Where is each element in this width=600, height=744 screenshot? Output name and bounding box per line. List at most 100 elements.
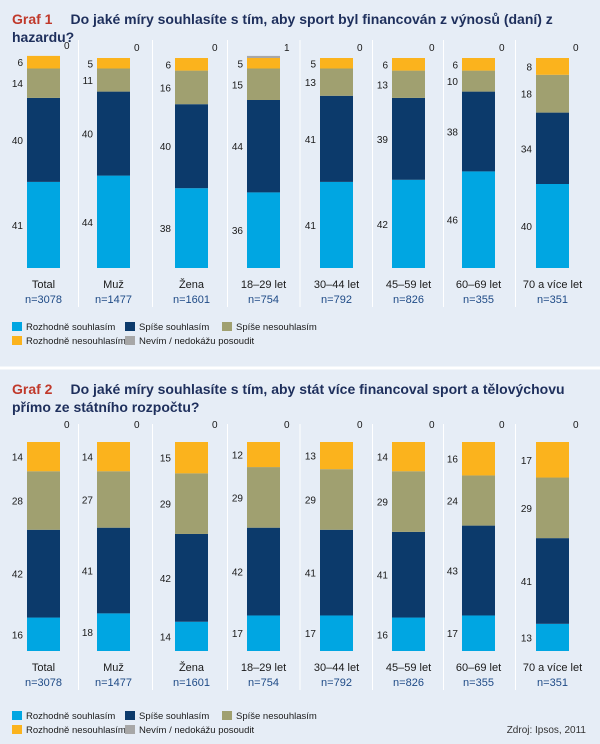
chart1-legend-swatch [222, 322, 232, 331]
chart2-category-label: Total [32, 662, 55, 674]
chart1-n-label: n=754 [248, 294, 279, 306]
chart1-bar-segment [392, 179, 425, 268]
chart2-bar-segment [27, 442, 60, 472]
chart1-bar-segment [462, 91, 495, 172]
chart1-data-label: 13 [377, 80, 389, 91]
chart1-data-label: 5 [310, 59, 316, 70]
chart2-bar-segment [462, 442, 495, 476]
chart2-bar-segment [175, 442, 208, 474]
chart2-bar-segment [97, 527, 130, 614]
chart2-bar-segment [247, 527, 280, 616]
chart1-bar-segment [247, 55, 280, 58]
chart1-data-label: 6 [17, 58, 23, 69]
chart2-data-label: 29 [305, 495, 317, 506]
chart1-data-label: 5 [87, 59, 93, 70]
chart1-data-label: 41 [305, 221, 317, 232]
chart1-category-label: Žena [179, 278, 205, 291]
chart2-n-label: n=1477 [95, 677, 132, 689]
chart1-n-label: n=355 [463, 294, 494, 306]
chart1-bar-segment [97, 68, 130, 92]
chart2-data-label: 0 [284, 420, 290, 431]
chart1-bar-segment [320, 95, 353, 182]
chart1-data-label: 41 [12, 221, 24, 232]
chart1-data-label: 11 [83, 76, 94, 87]
chart1-data-label: 0 [573, 43, 579, 54]
chart2-data-label: 0 [357, 420, 363, 431]
chart1-bar-segment [462, 171, 495, 268]
chart1-bar-segment [97, 91, 130, 176]
chart1-n-label: n=792 [321, 294, 352, 306]
chart1-legend-label: Spíše nesouhlasím [236, 322, 317, 333]
chart2-data-label: 17 [232, 629, 244, 640]
chart1-n-label: n=3078 [25, 294, 62, 306]
chart2-category-label: 45–59 let [386, 662, 431, 674]
chart2-n-label: n=754 [248, 677, 279, 689]
chart1-bar-segment [175, 70, 208, 105]
chart1-data-label: 34 [521, 144, 533, 155]
chart2-bar-segment [175, 621, 208, 651]
chart1-bar-segment [247, 100, 280, 193]
chart1-bar-segment [536, 112, 569, 184]
chart1-data-label: 40 [12, 136, 24, 147]
chart1-bar-segment [27, 68, 60, 98]
chart2-bar-segment [536, 623, 569, 651]
chart1-bar-segment [462, 58, 495, 71]
chart2-data-label: 13 [305, 452, 317, 463]
chart1-data-label: 44 [232, 142, 244, 153]
chart2-data-label: 41 [82, 567, 94, 578]
chart2-data-label: 14 [12, 453, 24, 464]
chart1-data-label: 8 [526, 62, 532, 73]
chart1-data-label: 1 [284, 43, 290, 54]
chart1-bar-segment [536, 74, 569, 113]
chart2-data-label: 28 [12, 497, 24, 508]
chart2-bar-segment [462, 525, 495, 616]
chart2-data-label: 41 [521, 577, 533, 588]
chart2-n-label: n=355 [463, 677, 494, 689]
chart1-data-label: 0 [357, 43, 363, 54]
chart2-bar-segment [247, 615, 280, 651]
chart1-bar-segment [247, 58, 280, 69]
chart2-bar-segment [27, 471, 60, 530]
chart1-bar-segment [97, 175, 130, 268]
chart1-bar-segment [392, 70, 425, 98]
chart1-bar-segment [392, 58, 425, 71]
chart2-bar-segment [392, 471, 425, 532]
chart1-bar-segment [27, 97, 60, 182]
chart1-n-label: n=1601 [173, 294, 210, 306]
chart1-bar-segment [392, 97, 425, 180]
chart2-legend-label: Rozhodně souhlasím [26, 711, 115, 722]
chart2-bar-segment [27, 529, 60, 618]
chart2-bar-segment [536, 477, 569, 539]
graf1-title: Graf 1 Do jaké míry souhlasíte s tím, aby… [12, 10, 600, 46]
chart2-data-label: 41 [377, 571, 389, 582]
chart1-data-label: 16 [160, 83, 172, 94]
chart2-category-label: Muž [103, 662, 124, 674]
chart1-legend-swatch [125, 322, 135, 331]
chart2-bar-segment [536, 538, 569, 624]
chart1-data-label: 6 [382, 60, 388, 71]
chart2-bar-segment [175, 473, 208, 534]
chart1-bar-segment [536, 58, 569, 75]
chart2-legend-swatch [222, 711, 232, 720]
chart1-legend-swatch [12, 336, 22, 345]
chart2-data-label: 16 [377, 630, 389, 641]
chart1-data-label: 15 [232, 80, 244, 91]
chart2-data-label: 41 [305, 569, 317, 580]
chart1-legend-swatch [125, 336, 135, 345]
chart2-legend-swatch [12, 725, 22, 734]
chart2-data-label: 14 [82, 453, 94, 464]
chart1-data-label: 0 [212, 43, 218, 54]
chart1-bar-segment [536, 184, 569, 268]
chart2-n-label: n=826 [393, 677, 424, 689]
chart1-n-label: n=826 [393, 294, 424, 306]
chart1-data-label: 44 [82, 218, 94, 229]
chart1-category-label: 30–44 let [314, 279, 359, 291]
chart2-legend-swatch [125, 711, 135, 720]
chart2-data-label: 13 [521, 633, 533, 644]
chart2-data-label: 0 [64, 420, 70, 431]
chart2-data-label: 0 [429, 420, 435, 431]
chart2-data-label: 43 [447, 567, 459, 578]
chart2-data-label: 17 [447, 629, 459, 640]
chart1-legend-label: Rozhodně souhlasím [26, 322, 115, 333]
